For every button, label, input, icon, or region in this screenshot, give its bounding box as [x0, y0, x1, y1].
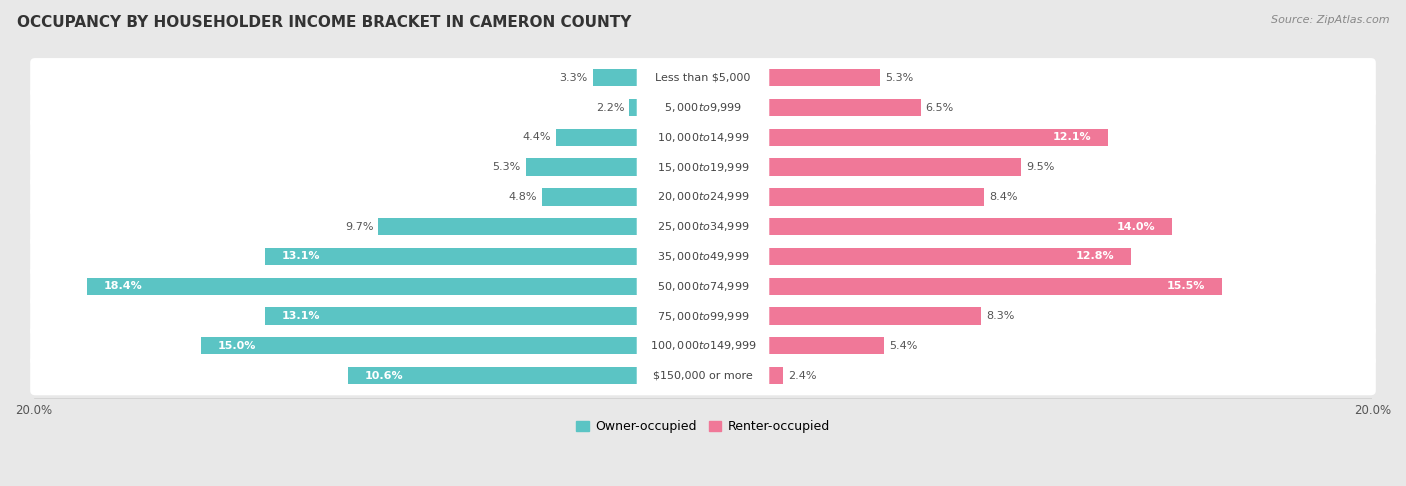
Text: Source: ZipAtlas.com: Source: ZipAtlas.com: [1271, 15, 1389, 25]
FancyBboxPatch shape: [637, 156, 769, 178]
Bar: [349, 367, 703, 384]
Bar: [703, 99, 921, 116]
Text: $75,000 to $99,999: $75,000 to $99,999: [657, 310, 749, 323]
Text: Less than $5,000: Less than $5,000: [655, 73, 751, 83]
FancyBboxPatch shape: [637, 67, 769, 88]
Text: 13.1%: 13.1%: [281, 251, 319, 261]
Text: $5,000 to $9,999: $5,000 to $9,999: [664, 101, 742, 114]
Text: 12.8%: 12.8%: [1076, 251, 1115, 261]
FancyBboxPatch shape: [30, 88, 1376, 127]
FancyBboxPatch shape: [637, 305, 769, 327]
FancyBboxPatch shape: [637, 127, 769, 148]
FancyBboxPatch shape: [637, 276, 769, 297]
FancyBboxPatch shape: [30, 296, 1376, 336]
Text: 8.3%: 8.3%: [986, 311, 1014, 321]
Text: 2.4%: 2.4%: [789, 371, 817, 381]
Text: 9.5%: 9.5%: [1026, 162, 1054, 172]
FancyBboxPatch shape: [637, 365, 769, 386]
FancyBboxPatch shape: [30, 326, 1376, 365]
Text: $25,000 to $34,999: $25,000 to $34,999: [657, 220, 749, 233]
Text: 3.3%: 3.3%: [560, 73, 588, 83]
FancyBboxPatch shape: [30, 356, 1376, 395]
Text: OCCUPANCY BY HOUSEHOLDER INCOME BRACKET IN CAMERON COUNTY: OCCUPANCY BY HOUSEHOLDER INCOME BRACKET …: [17, 15, 631, 30]
Text: $15,000 to $19,999: $15,000 to $19,999: [657, 160, 749, 174]
Bar: [703, 307, 981, 325]
Bar: [543, 188, 703, 206]
Text: 10.6%: 10.6%: [366, 371, 404, 381]
Text: 9.7%: 9.7%: [344, 222, 374, 232]
FancyBboxPatch shape: [30, 177, 1376, 217]
Bar: [87, 278, 703, 295]
Bar: [703, 69, 880, 87]
FancyBboxPatch shape: [637, 335, 769, 356]
FancyBboxPatch shape: [30, 58, 1376, 97]
Bar: [703, 158, 1021, 176]
Bar: [703, 278, 1222, 295]
FancyBboxPatch shape: [30, 118, 1376, 157]
FancyBboxPatch shape: [30, 207, 1376, 246]
Text: $50,000 to $74,999: $50,000 to $74,999: [657, 280, 749, 293]
Text: 8.4%: 8.4%: [990, 192, 1018, 202]
Text: $35,000 to $49,999: $35,000 to $49,999: [657, 250, 749, 263]
Bar: [555, 129, 703, 146]
Text: 5.3%: 5.3%: [492, 162, 520, 172]
Text: 14.0%: 14.0%: [1116, 222, 1154, 232]
Text: $20,000 to $24,999: $20,000 to $24,999: [657, 191, 749, 203]
Bar: [703, 337, 884, 354]
Bar: [592, 69, 703, 87]
FancyBboxPatch shape: [637, 246, 769, 267]
FancyBboxPatch shape: [30, 237, 1376, 276]
Bar: [526, 158, 703, 176]
Bar: [703, 218, 1171, 235]
Text: 4.8%: 4.8%: [509, 192, 537, 202]
FancyBboxPatch shape: [30, 147, 1376, 187]
Text: 2.2%: 2.2%: [596, 103, 624, 112]
Text: $100,000 to $149,999: $100,000 to $149,999: [650, 339, 756, 352]
Bar: [703, 367, 783, 384]
Text: 18.4%: 18.4%: [104, 281, 142, 291]
Text: 4.4%: 4.4%: [522, 132, 551, 142]
FancyBboxPatch shape: [637, 97, 769, 118]
Text: 5.3%: 5.3%: [886, 73, 914, 83]
Text: 5.4%: 5.4%: [889, 341, 917, 351]
Bar: [703, 129, 1108, 146]
Bar: [703, 188, 984, 206]
Legend: Owner-occupied, Renter-occupied: Owner-occupied, Renter-occupied: [571, 415, 835, 438]
Bar: [201, 337, 703, 354]
Text: 6.5%: 6.5%: [925, 103, 953, 112]
FancyBboxPatch shape: [637, 216, 769, 237]
Bar: [264, 248, 703, 265]
Bar: [378, 218, 703, 235]
Bar: [630, 99, 703, 116]
Text: 15.5%: 15.5%: [1167, 281, 1205, 291]
Text: $150,000 or more: $150,000 or more: [654, 371, 752, 381]
Bar: [703, 248, 1132, 265]
Bar: [264, 307, 703, 325]
FancyBboxPatch shape: [30, 267, 1376, 306]
Text: $10,000 to $14,999: $10,000 to $14,999: [657, 131, 749, 144]
FancyBboxPatch shape: [637, 186, 769, 208]
Text: 15.0%: 15.0%: [218, 341, 256, 351]
Text: 12.1%: 12.1%: [1053, 132, 1091, 142]
Text: 13.1%: 13.1%: [281, 311, 319, 321]
